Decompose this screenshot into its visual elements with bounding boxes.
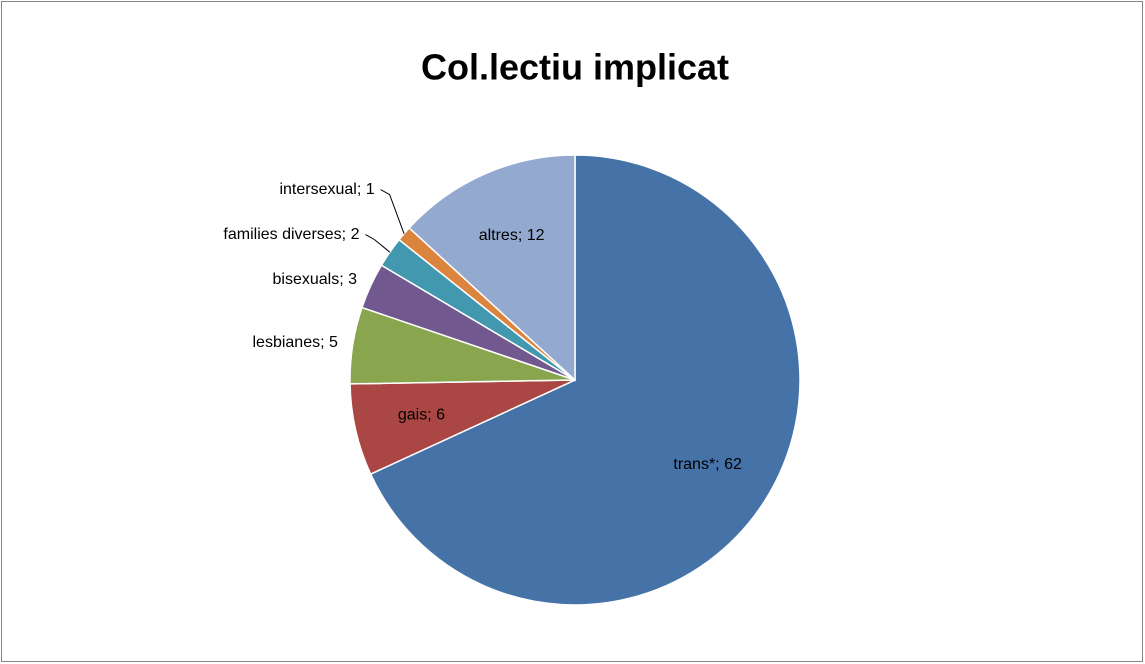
chart-title: Col.lectiu implicat xyxy=(421,47,729,88)
data-label: altres; 12 xyxy=(479,227,545,244)
data-label: families diverses; 2 xyxy=(223,226,359,243)
data-label: lesbianes; 5 xyxy=(252,334,337,351)
pie-slice xyxy=(369,154,801,606)
leader-line xyxy=(365,234,391,253)
pie-slice xyxy=(408,154,576,382)
data-label: bisexuals; 3 xyxy=(273,271,358,288)
data-label: gais; 6 xyxy=(398,406,445,423)
data-label: intersexual; 1 xyxy=(279,181,374,198)
leader-line xyxy=(380,189,405,234)
data-label: trans*; 62 xyxy=(673,456,742,473)
